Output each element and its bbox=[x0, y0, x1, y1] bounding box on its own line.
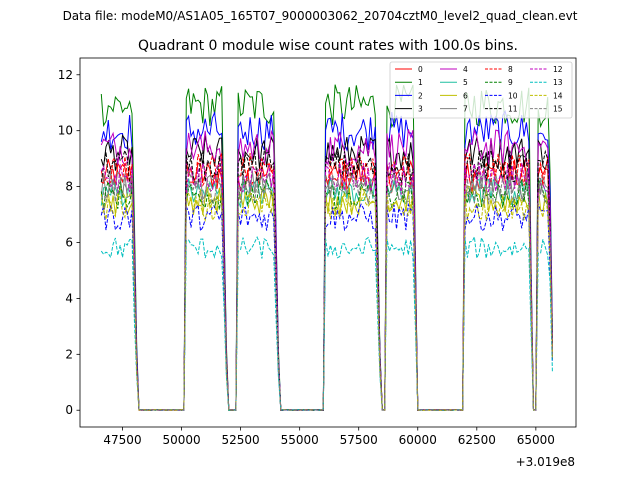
x-tick-label: 52500 bbox=[222, 433, 260, 447]
series-lines bbox=[100, 84, 553, 411]
legend-label-7: 7 bbox=[463, 105, 468, 114]
x-tick-label: 47500 bbox=[103, 433, 141, 447]
legend-label-5: 5 bbox=[463, 78, 468, 87]
legend-label-15: 15 bbox=[553, 105, 563, 114]
x-tick-label: 57500 bbox=[340, 433, 378, 447]
x-tick-label: 60000 bbox=[399, 433, 437, 447]
legend-label-2: 2 bbox=[418, 91, 423, 100]
legend-label-14: 14 bbox=[553, 91, 563, 100]
legend-label-4: 4 bbox=[463, 65, 468, 74]
legend-label-6: 6 bbox=[463, 91, 468, 100]
legend-label-9: 9 bbox=[508, 78, 513, 87]
y-tick-label: 10 bbox=[58, 124, 73, 138]
legend-label-3: 3 bbox=[418, 105, 423, 114]
legend-label-11: 11 bbox=[508, 105, 518, 114]
y-tick-label: 8 bbox=[65, 180, 73, 194]
x-tick-label: 65000 bbox=[517, 433, 555, 447]
y-tick-label: 6 bbox=[65, 236, 73, 250]
chart-title: Quadrant 0 module wise count rates with … bbox=[138, 38, 518, 54]
y-tick-label: 4 bbox=[65, 291, 73, 305]
y-tick-label: 0 bbox=[65, 403, 73, 417]
x-tick-label: 50000 bbox=[162, 433, 200, 447]
x-tick-label: 55000 bbox=[281, 433, 319, 447]
legend-box bbox=[389, 61, 573, 119]
y-tick-label: 12 bbox=[58, 68, 73, 82]
legend-label-0: 0 bbox=[418, 65, 423, 74]
series-line-14 bbox=[100, 190, 553, 411]
plot-area bbox=[100, 84, 553, 411]
x-tick-label: 62500 bbox=[458, 433, 496, 447]
y-tick-label: 2 bbox=[65, 347, 73, 361]
legend-label-12: 12 bbox=[553, 65, 563, 74]
figure-suptitle: Data file: modeM0/AS1A05_165T07_90000030… bbox=[63, 9, 578, 23]
x-offset-label: +3.019e8 bbox=[516, 455, 575, 469]
legend-label-8: 8 bbox=[508, 65, 513, 74]
axes: 47500 50000 52500 55000 57500 60000 62500 65000… bbox=[58, 57, 577, 447]
legend-label-13: 13 bbox=[553, 78, 563, 87]
legend-label-1: 1 bbox=[418, 78, 423, 87]
legend-label-10: 10 bbox=[508, 91, 518, 100]
series-line-15 bbox=[100, 173, 553, 411]
